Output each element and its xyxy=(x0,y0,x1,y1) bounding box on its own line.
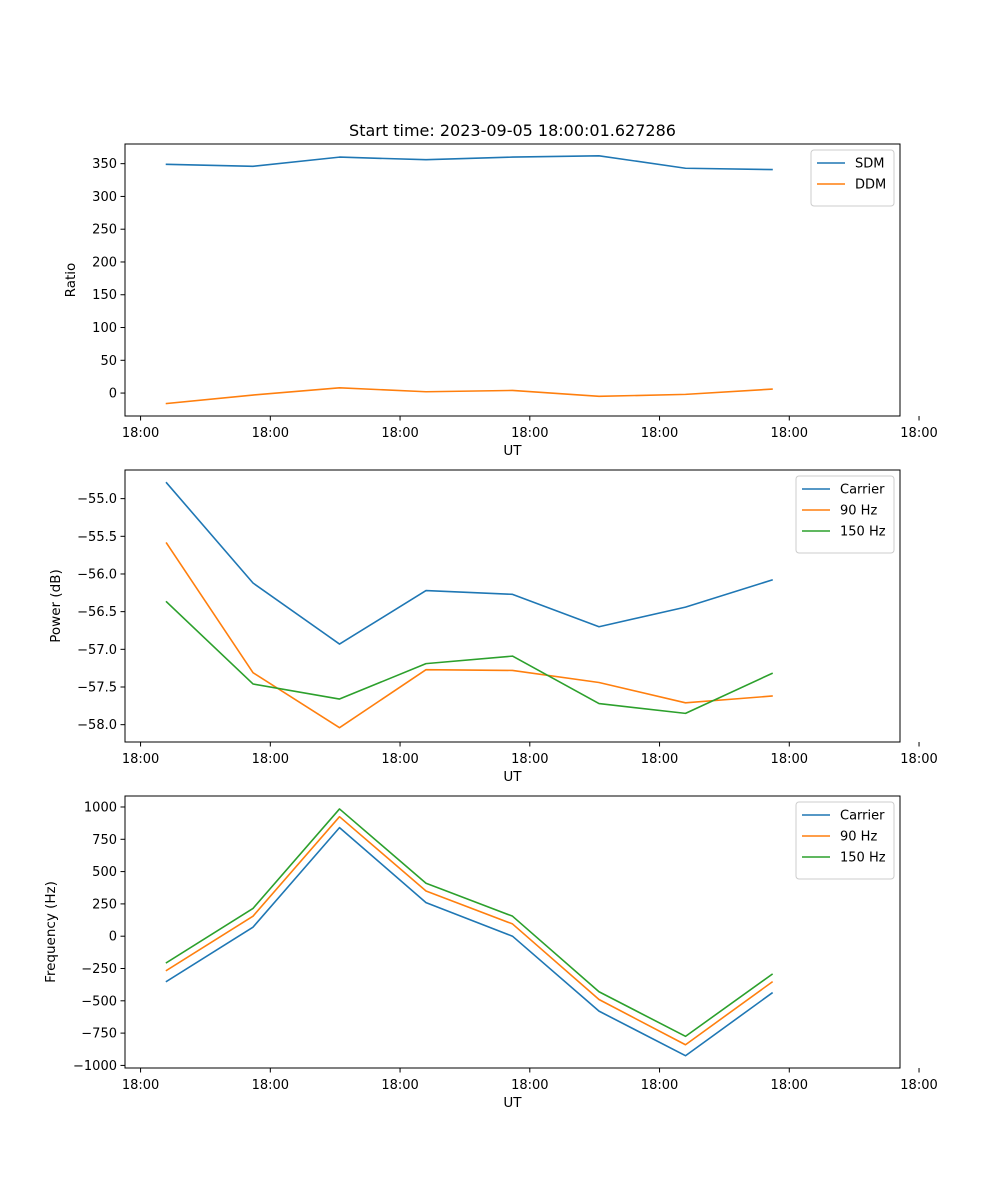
y-tick-label: 500 xyxy=(92,865,117,880)
y-tick-label: 150 xyxy=(92,288,117,303)
y-tick-label: 300 xyxy=(92,190,117,205)
x-tick-label: 18:00 xyxy=(641,752,678,767)
x-tick-label: 18:00 xyxy=(641,426,678,441)
y-tick-label: 250 xyxy=(92,897,117,912)
y-tick-label: 100 xyxy=(92,321,117,336)
x-axis-label: UT xyxy=(503,443,522,459)
panel-2: −58.0 −57.5 −57.0 −56.5 −56.0 −55.5 −55.0 18:00… xyxy=(48,469,938,785)
legend-box xyxy=(810,149,895,207)
series-line-150-hz xyxy=(165,808,774,1038)
series-line-150-hz xyxy=(165,600,774,715)
y-axis-label: Power (dB) xyxy=(48,569,64,642)
x-tick-label: 18:00 xyxy=(252,1078,289,1093)
y-tick-label: 350 xyxy=(92,157,117,172)
series-line-90-hz xyxy=(165,815,774,1046)
plot-frame xyxy=(124,143,901,417)
y-tick-label: −55.5 xyxy=(77,530,117,545)
x-tick-label: 18:00 xyxy=(381,752,418,767)
x-axis-label: UT xyxy=(503,1095,522,1111)
y-tick-label: 0 xyxy=(109,387,117,402)
x-tick-label: 18:00 xyxy=(381,1078,418,1093)
y-tick-label: −250 xyxy=(81,962,117,977)
x-tick-label: 18:00 xyxy=(641,1078,678,1093)
x-tick-label: 18:00 xyxy=(252,426,289,441)
y-tick-label: 750 xyxy=(92,833,117,848)
legend-box xyxy=(795,801,895,880)
x-tick-label: 18:00 xyxy=(252,752,289,767)
legend: Carrier 90 Hz 150 Hz xyxy=(795,801,895,880)
y-tick-label: −58.0 xyxy=(77,718,117,733)
legend: SDM DDM xyxy=(810,149,895,207)
x-tick-label: 18:00 xyxy=(122,426,159,441)
y-tick-label: −750 xyxy=(81,1027,117,1042)
y-tick-label: −56.5 xyxy=(77,605,117,620)
legend-box xyxy=(795,475,895,554)
panel-1: 0 50 100 150 200 250 300 350 18:00 18:00 18:00 18:0… xyxy=(63,121,938,459)
x-tick-label: 18:00 xyxy=(381,426,418,441)
legend-entry: Carrier xyxy=(840,809,885,824)
y-tick-label: 250 xyxy=(92,223,117,238)
y-tick-label: −57.5 xyxy=(77,680,117,695)
x-tick-label: 18:00 xyxy=(771,1078,808,1093)
x-tick-label: 18:00 xyxy=(900,752,937,767)
legend-entry: 90 Hz xyxy=(840,504,877,519)
y-tick-label: −57.0 xyxy=(77,643,117,658)
x-tick-label: 18:00 xyxy=(511,426,548,441)
y-tick-label: 200 xyxy=(92,255,117,270)
legend: Carrier 90 Hz 150 Hz xyxy=(795,475,895,554)
chart-title: Start time: 2023-09-05 18:00:01.627286 xyxy=(349,121,676,140)
plot-frame xyxy=(124,469,901,743)
x-tick-label: 18:00 xyxy=(122,1078,159,1093)
series-line-carrier xyxy=(165,826,774,1057)
x-tick-label: 18:00 xyxy=(900,426,937,441)
y-axis-label: Ratio xyxy=(63,263,79,298)
legend-entry: SDM xyxy=(855,157,884,172)
legend-entry: 150 Hz xyxy=(840,851,886,866)
x-tick-label: 18:00 xyxy=(511,1078,548,1093)
y-axis-label: Frequency (Hz) xyxy=(43,881,59,983)
y-tick-label: −1000 xyxy=(73,1059,117,1074)
x-axis-label: UT xyxy=(503,769,522,785)
legend-entry: Carrier xyxy=(840,483,885,498)
plot-frame xyxy=(124,795,901,1069)
y-tick-label: −56.0 xyxy=(77,567,117,582)
legend-entry: 90 Hz xyxy=(840,830,877,845)
y-tick-label: 0 xyxy=(109,930,117,945)
x-tick-label: 18:00 xyxy=(771,426,808,441)
series-line-carrier xyxy=(165,481,773,645)
legend-entry: 150 Hz xyxy=(840,525,886,540)
y-tick-label: 50 xyxy=(100,354,117,369)
series-line-sdm xyxy=(165,155,773,171)
legend-entry: DDM xyxy=(855,178,886,193)
y-tick-label: 1000 xyxy=(84,800,117,815)
x-tick-label: 18:00 xyxy=(771,752,808,767)
panels: 0 50 100 150 200 250 300 350 18:00 18:00 18:00 18:0… xyxy=(43,121,938,1111)
x-tick-label: 18:00 xyxy=(122,752,159,767)
x-tick-label: 18:00 xyxy=(511,752,548,767)
series-line-90-hz xyxy=(165,541,773,729)
x-tick-label: 18:00 xyxy=(900,1078,937,1093)
y-tick-label: −55.0 xyxy=(77,492,117,507)
y-tick-label: −500 xyxy=(81,994,117,1009)
panel-3: −1000 −750 −500 −250 0 250 500 750 1000 18:00 18:0… xyxy=(43,795,938,1111)
series-line-ddm xyxy=(165,387,773,405)
